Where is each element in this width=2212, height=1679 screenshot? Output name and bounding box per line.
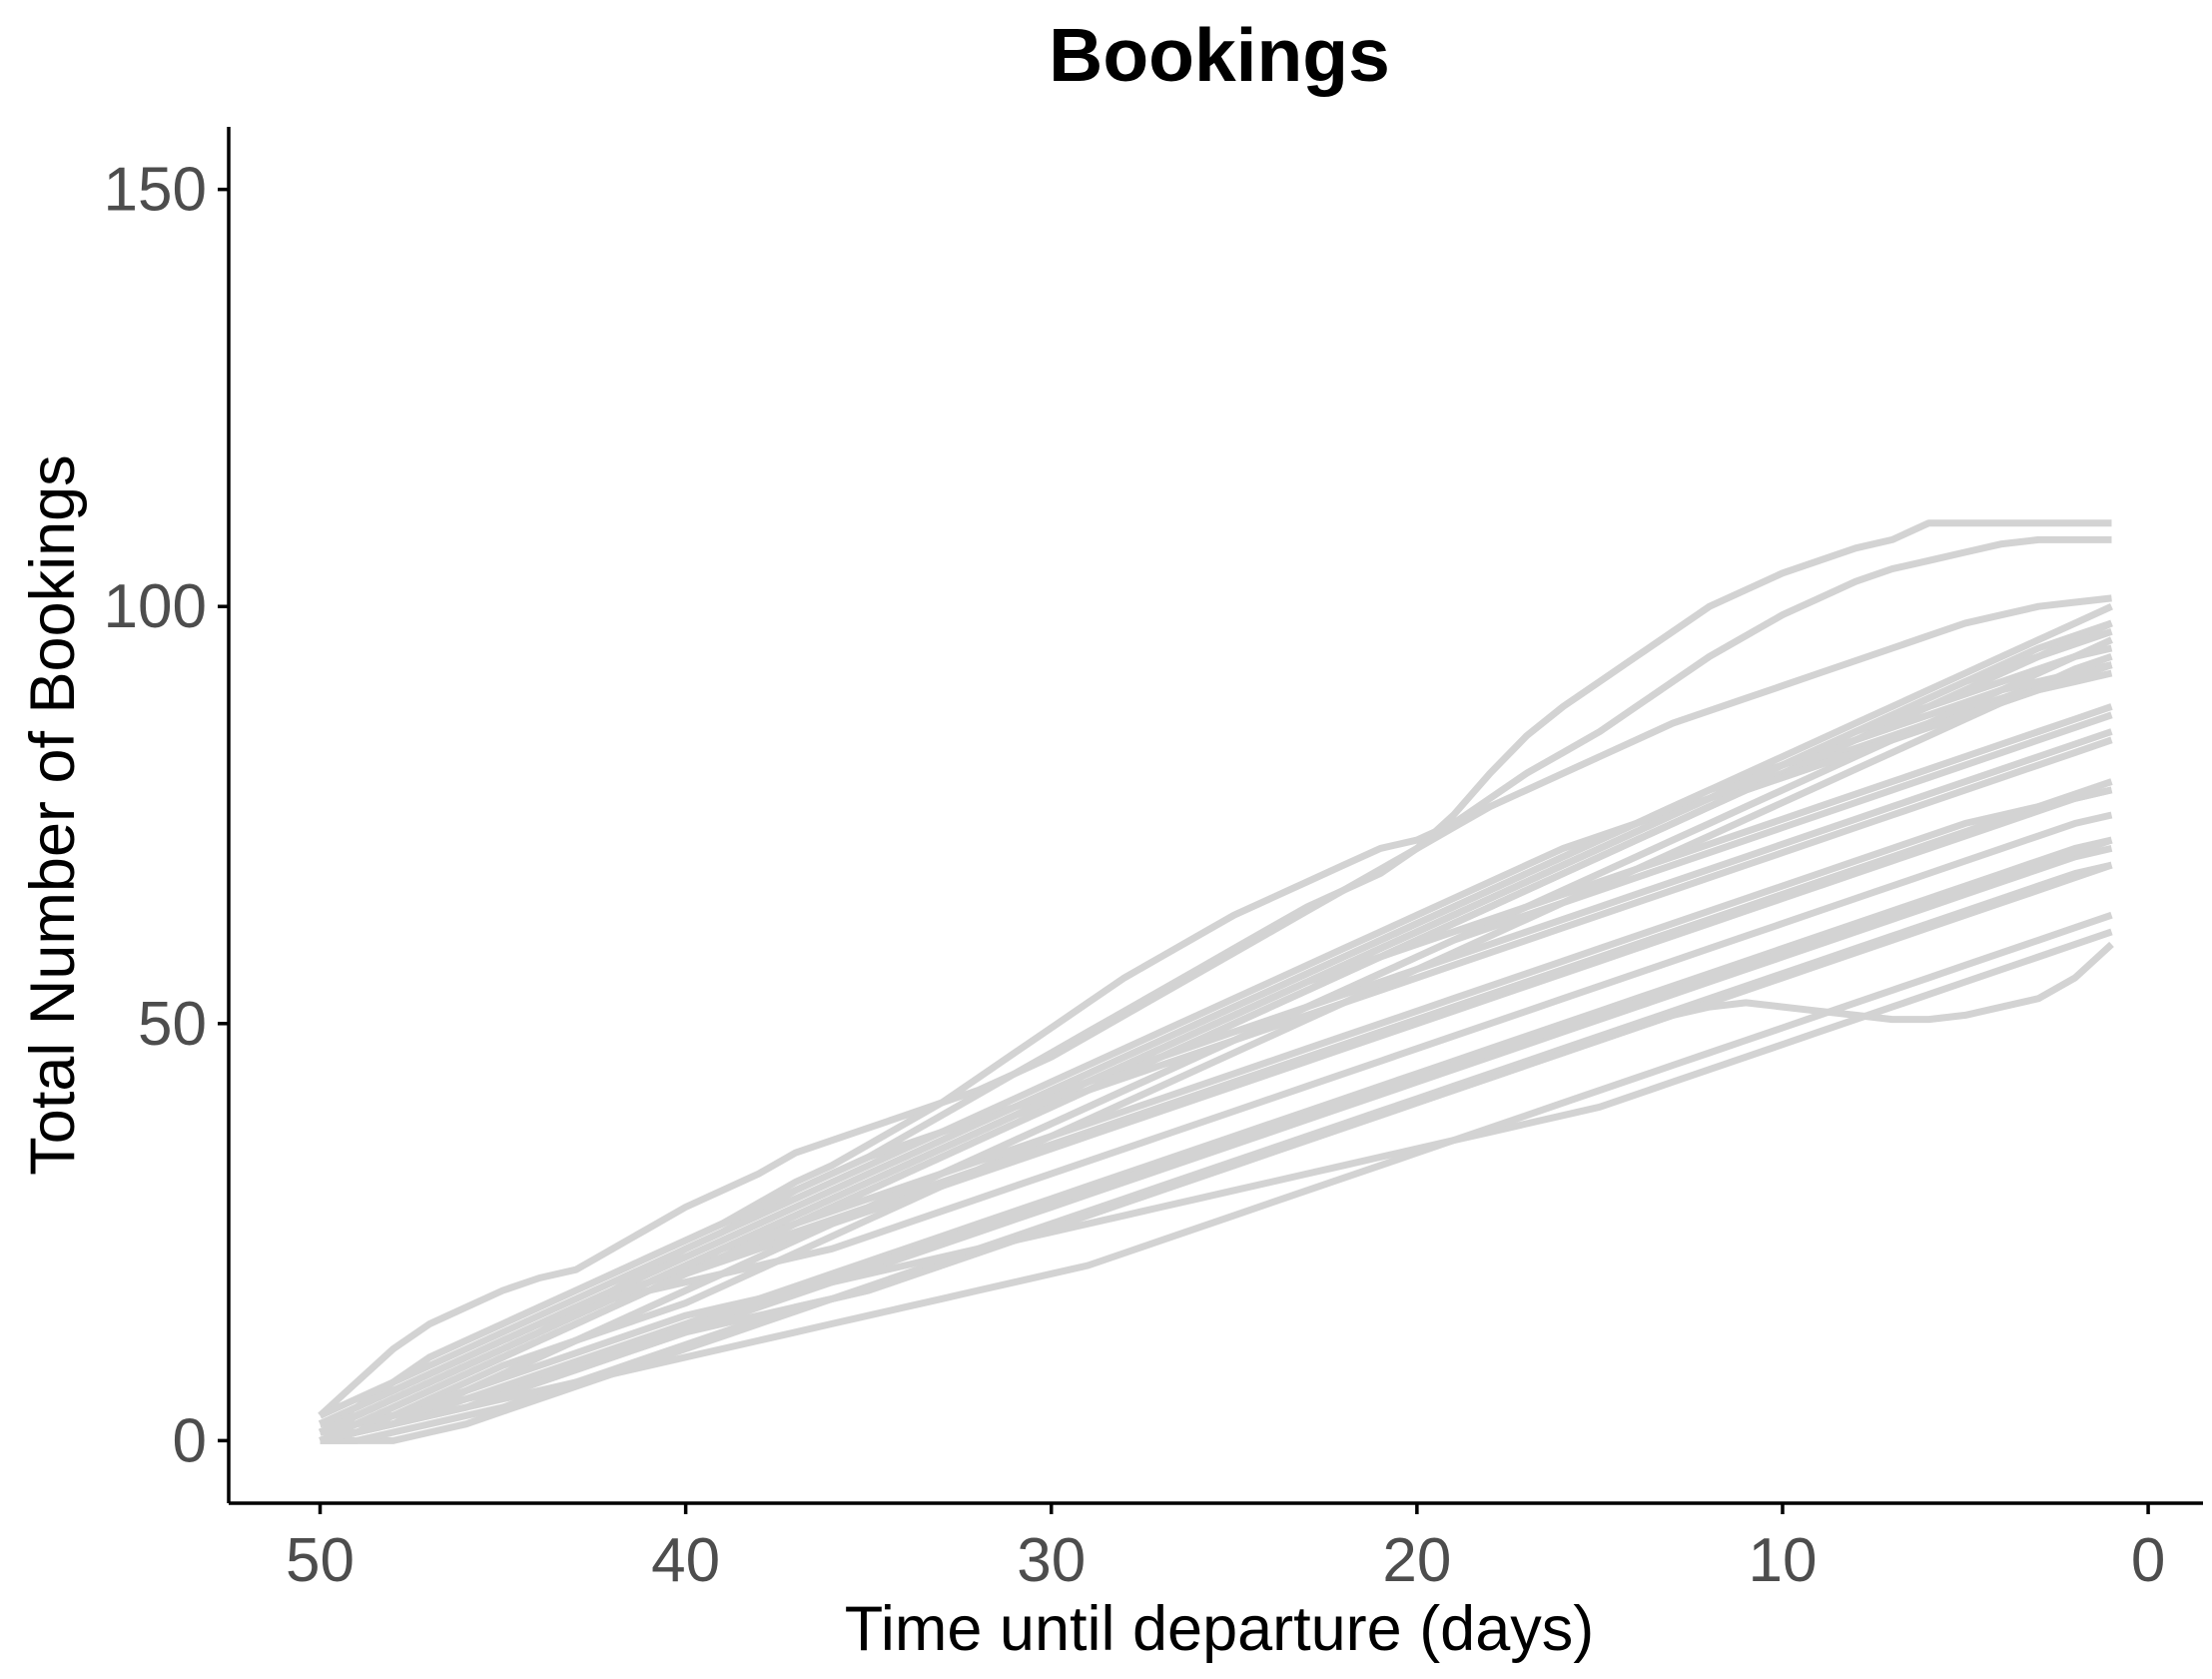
series-line-21 xyxy=(319,928,2113,1436)
series-line-5 xyxy=(319,652,2113,1444)
y-tick-label: 150 xyxy=(104,156,207,225)
series-line-9 xyxy=(319,836,2113,1444)
series-line-16 xyxy=(319,836,2113,1436)
series-line-24 xyxy=(319,603,2113,1427)
series-line-19 xyxy=(319,941,2114,1444)
x-axis-ticks: 50 40 30 20 10 0 xyxy=(286,1503,2165,1595)
y-tick-label: 100 xyxy=(104,572,207,641)
x-tick-label: 50 xyxy=(286,1526,355,1595)
y-tick-label: 50 xyxy=(138,990,207,1059)
x-tick-label: 40 xyxy=(651,1526,720,1595)
series-line-1 xyxy=(318,594,2112,1418)
series-line-26 xyxy=(319,661,2113,1444)
x-axis-title: Time until departure (days) xyxy=(845,1594,1594,1664)
x-tick-label: 30 xyxy=(1017,1526,1086,1595)
x-tick-label: 10 xyxy=(1748,1526,1817,1595)
x-tick-label: 20 xyxy=(1382,1526,1451,1595)
series-line-23 xyxy=(319,911,2113,1444)
series-line-10 xyxy=(319,661,2113,1419)
y-axis-ticks: 0 50 100 150 xyxy=(104,156,229,1475)
series-line-29 xyxy=(319,711,2113,1444)
series-layer xyxy=(318,519,2114,1444)
y-tick-label: 0 xyxy=(173,1406,207,1475)
chart-title: Bookings xyxy=(1049,13,1390,97)
y-axis-title: Total Number of Bookings xyxy=(18,454,88,1175)
x-tick-label: 0 xyxy=(2131,1526,2165,1595)
series-line-30 xyxy=(319,627,2113,1436)
series-line-8 xyxy=(319,728,2113,1427)
series-line-27 xyxy=(319,786,2113,1436)
